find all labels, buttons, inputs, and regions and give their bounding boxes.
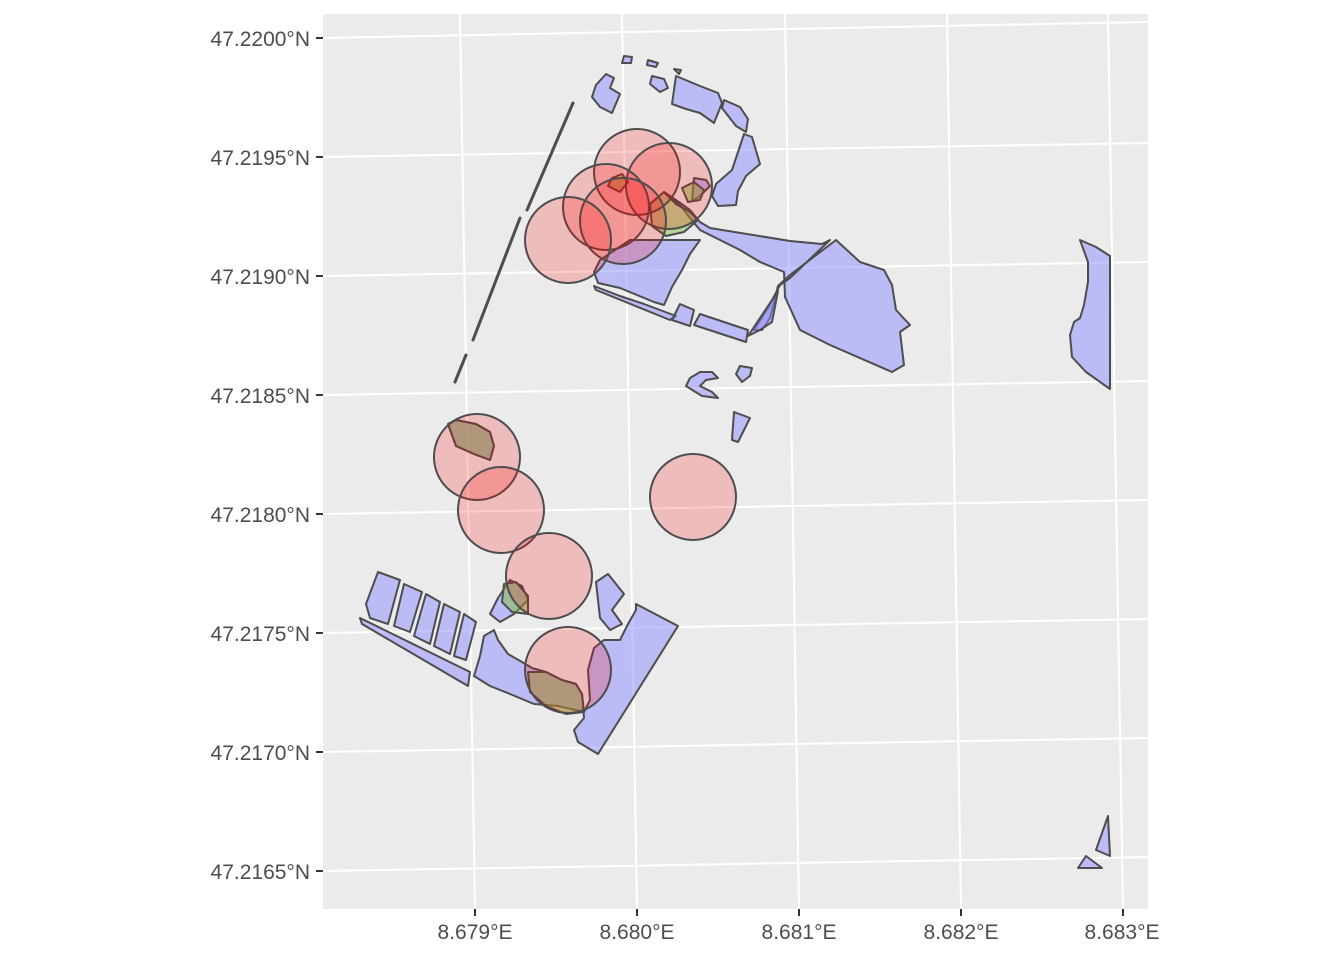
y-tick-label: 47.2185°N <box>211 385 310 408</box>
y-tick-label: 47.2195°N <box>211 147 310 170</box>
x-axis-labels: 8.679°E 8.680°E 8.681°E 8.682°E 8.683°E <box>438 921 1160 944</box>
x-tick-label: 8.680°E <box>600 921 675 944</box>
y-tick-label: 47.2190°N <box>211 266 310 289</box>
y-tick-label: 47.2200°N <box>211 28 310 51</box>
buffer-circles <box>433 128 737 714</box>
x-tick-label: 8.683°E <box>1085 921 1160 944</box>
x-tick-label: 8.679°E <box>438 921 513 944</box>
y-tick-label: 47.2175°N <box>211 623 310 646</box>
x-tick-label: 8.682°E <box>924 921 999 944</box>
axis-ticks <box>316 37 1124 916</box>
y-axis-labels: 47.2200°N 47.2195°N 47.2190°N 47.2185°N … <box>211 28 310 884</box>
y-tick-label: 47.2170°N <box>211 742 310 765</box>
path-lines <box>453 101 575 384</box>
y-tick-label: 47.2180°N <box>211 504 310 527</box>
y-tick-label: 47.2165°N <box>211 861 310 884</box>
intersection-polygons <box>447 173 705 715</box>
x-tick-label: 8.681°E <box>762 921 837 944</box>
building-polygons <box>359 55 1111 869</box>
